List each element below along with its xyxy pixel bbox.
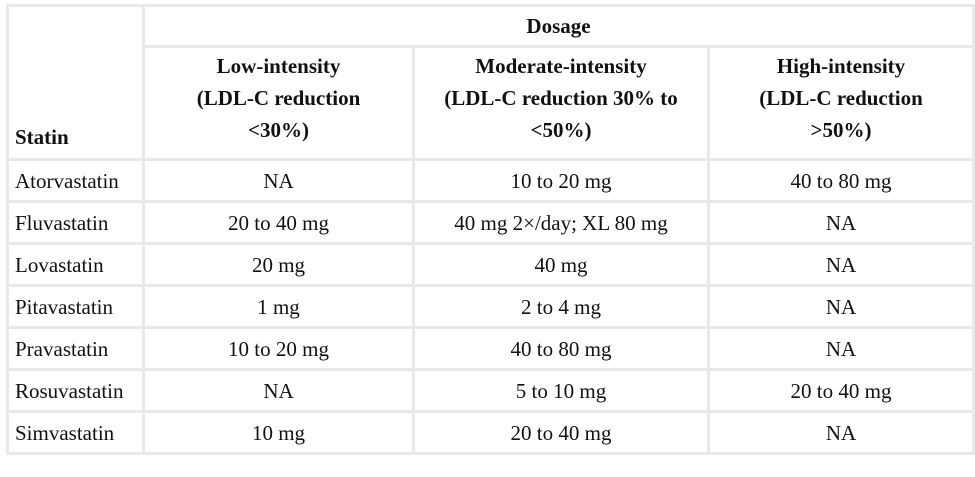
moderate-intensity-cell: 40 mg: [415, 245, 707, 284]
high-intensity-cell: NA: [710, 413, 972, 452]
statin-name-cell: Fluvastatin: [9, 203, 142, 242]
column-header-statin: Statin: [9, 7, 142, 158]
moderate-intensity-cell: 5 to 10 mg: [415, 371, 707, 410]
low-intensity-cell: 20 to 40 mg: [145, 203, 412, 242]
header-row-dosage: Statin Dosage: [9, 7, 972, 158]
low-intensity-cell: NA: [145, 371, 412, 410]
statin-name-cell: Pitavastatin: [9, 287, 142, 326]
header-line: (LDL-C reduction: [196, 86, 361, 110]
column-header-low-intensity: Low-intensity (LDL-C reduction <30%): [145, 48, 412, 158]
table-row: Simvastatin 10 mg 20 to 40 mg NA: [9, 413, 972, 452]
table-row: Fluvastatin 20 to 40 mg 40 mg 2×/day; XL…: [9, 203, 972, 242]
high-intensity-cell: NA: [710, 245, 972, 284]
column-header-high-intensity: High-intensity (LDL-C reduction >50%): [710, 48, 972, 158]
header-line: (LDL-C reduction 30% to: [444, 86, 678, 110]
low-intensity-cell: NA: [145, 161, 412, 200]
low-intensity-cell: 10 to 20 mg: [145, 329, 412, 368]
statin-name-cell: Rosuvastatin: [9, 371, 142, 410]
high-intensity-cell: 20 to 40 mg: [710, 371, 972, 410]
statin-name-cell: Lovastatin: [9, 245, 142, 284]
header-line: High-intensity: [776, 54, 906, 78]
table-row: Rosuvastatin NA 5 to 10 mg 20 to 40 mg: [9, 371, 972, 410]
moderate-intensity-cell: 20 to 40 mg: [415, 413, 707, 452]
high-intensity-cell: NA: [710, 287, 972, 326]
high-intensity-cell: 40 to 80 mg: [710, 161, 972, 200]
moderate-intensity-cell: 10 to 20 mg: [415, 161, 707, 200]
header-line: >50%): [810, 118, 872, 142]
header-row-intensity: Low-intensity (LDL-C reduction <30%) Mod…: [9, 48, 972, 158]
high-intensity-cell: NA: [710, 329, 972, 368]
moderate-intensity-cell: 40 to 80 mg: [415, 329, 707, 368]
low-intensity-cell: 1 mg: [145, 287, 412, 326]
table-row: Pitavastatin 1 mg 2 to 4 mg NA: [9, 287, 972, 326]
statin-name-cell: Simvastatin: [9, 413, 142, 452]
header-line: (LDL-C reduction: [759, 86, 923, 110]
header-line: <30%): [248, 118, 309, 142]
low-intensity-cell: 10 mg: [145, 413, 412, 452]
table-row: Lovastatin 20 mg 40 mg NA: [9, 245, 972, 284]
header-line: Moderate-intensity: [475, 54, 647, 78]
moderate-intensity-cell: 2 to 4 mg: [415, 287, 707, 326]
statin-name-cell: Pravastatin: [9, 329, 142, 368]
header-line: Low-intensity: [216, 54, 341, 78]
high-intensity-cell: NA: [710, 203, 972, 242]
table-row: Atorvastatin NA 10 to 20 mg 40 to 80 mg: [9, 161, 972, 200]
column-header-dosage: Dosage: [145, 7, 972, 45]
table-row: Pravastatin 10 to 20 mg 40 to 80 mg NA: [9, 329, 972, 368]
statin-name-cell: Atorvastatin: [9, 161, 142, 200]
column-header-moderate-intensity: Moderate-intensity (LDL-C reduction 30% …: [415, 48, 707, 158]
low-intensity-cell: 20 mg: [145, 245, 412, 284]
header-line: <50%): [530, 118, 592, 142]
statin-dosage-table: Statin Dosage Low-intensity (LDL-C reduc…: [6, 4, 975, 455]
moderate-intensity-cell: 40 mg 2×/day; XL 80 mg: [415, 203, 707, 242]
